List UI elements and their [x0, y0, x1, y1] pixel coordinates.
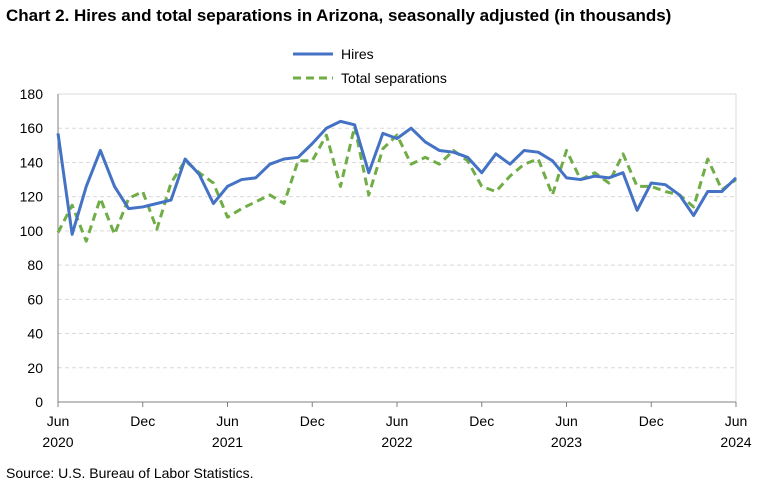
series-line-total-separations	[56, 125, 737, 243]
x-tick-label-month: Dec	[300, 413, 325, 429]
y-tick-label: 40	[27, 326, 43, 342]
x-tick-label-month: Jun	[216, 413, 239, 429]
legend-label-total-separations: Total separations	[341, 70, 447, 86]
y-tick-label: 140	[20, 154, 44, 170]
x-tick-label-year: 2024	[720, 434, 751, 450]
y-tick-label: 80	[27, 257, 43, 273]
x-axis: Jun 2020 Dec Jun 2021 Dec Jun 2022 Dec Jun 2023 Dec…	[42, 94, 752, 450]
y-tick-label: 20	[27, 360, 43, 376]
legend-label-hires: Hires	[341, 46, 374, 62]
x-tick-label-year: 2020	[42, 434, 73, 450]
series-lines	[56, 119, 738, 243]
gridlines	[58, 93, 737, 402]
x-tick-label-year: 2023	[551, 434, 582, 450]
x-tick-label-month: Dec	[639, 413, 664, 429]
chart-title: Chart 2. Hires and total separations in …	[6, 6, 672, 25]
y-tick-label: 180	[20, 86, 44, 102]
y-tick-label: 100	[20, 223, 44, 239]
series-line-hires	[56, 119, 738, 236]
y-tick-label: 0	[35, 394, 43, 410]
x-tick-label-month: Jun	[725, 413, 748, 429]
legend: Hires Total separations	[293, 46, 447, 86]
y-axis-ticks: 0 20 40 60 80 100 120 140 160 180	[20, 86, 44, 410]
x-tick-label-month: Dec	[130, 413, 155, 429]
y-tick-label: 160	[20, 120, 44, 136]
x-tick-label-month: Jun	[555, 413, 578, 429]
source-note: Source: U.S. Bureau of Labor Statistics.	[6, 465, 254, 481]
x-tick-label-year: 2022	[381, 434, 412, 450]
x-tick-label-month: Jun	[386, 413, 409, 429]
y-tick-label: 120	[20, 189, 44, 205]
x-tick-label-year: 2021	[212, 434, 243, 450]
x-tick-label-month: Dec	[469, 413, 494, 429]
y-tick-label: 60	[27, 291, 43, 307]
x-tick-label-month: Jun	[47, 413, 70, 429]
